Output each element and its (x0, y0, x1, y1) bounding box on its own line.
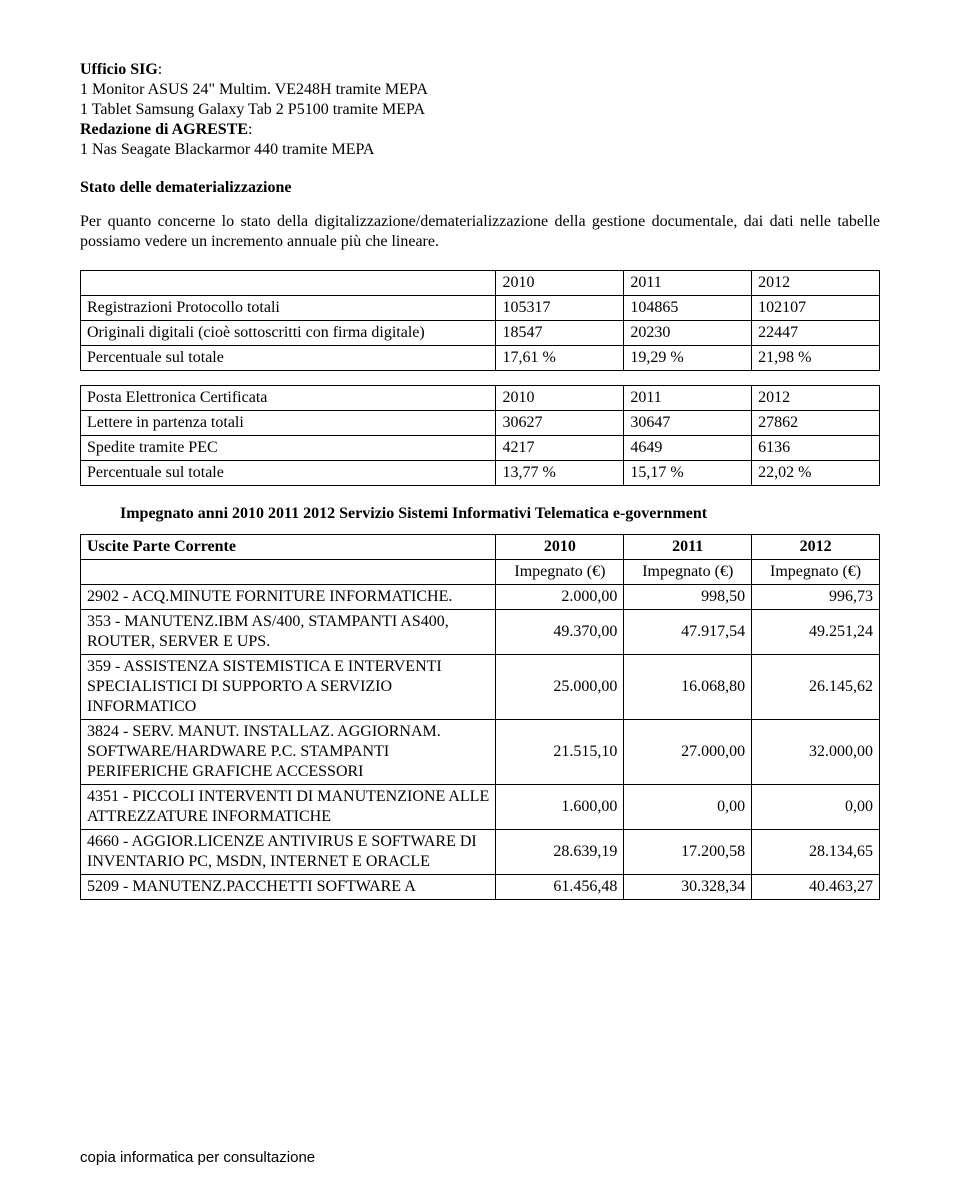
table-cell: 2902 - ACQ.MINUTE FORNITURE INFORMATICHE… (81, 585, 496, 610)
table-uscite: Uscite Parte Corrente 2010 2011 2012 Imp… (80, 534, 880, 900)
table-cell: 32.000,00 (752, 720, 880, 785)
table-cell: 105317 (496, 296, 624, 321)
table-header: Uscite Parte Corrente (81, 535, 496, 560)
intro-line1: Ufficio SIG: (80, 60, 880, 80)
table-protocollo: 2010 2011 2012 Registrazioni Protocollo … (80, 270, 880, 371)
table-cell: 26.145,62 (752, 655, 880, 720)
table-cell: 2012 (752, 386, 880, 411)
table-cell: 4217 (496, 436, 624, 461)
intro-line5: 1 Nas Seagate Blackarmor 440 tramite MEP… (80, 140, 880, 160)
table-cell (81, 271, 496, 296)
table-cell: 2.000,00 (496, 585, 624, 610)
table-cell: 2010 (496, 386, 624, 411)
table-pec: Posta Elettronica Certificata 2010 2011 … (80, 385, 880, 486)
table-cell: 16.068,80 (624, 655, 752, 720)
table-cell: 4351 - PICCOLI INTERVENTI DI MANUTENZION… (81, 785, 496, 830)
table-cell: 17,61 % (496, 346, 624, 371)
table-cell: 25.000,00 (496, 655, 624, 720)
table-cell: 104865 (624, 296, 752, 321)
table-cell: Registrazioni Protocollo totali (81, 296, 496, 321)
table-row: 3824 - SERV. MANUT. INSTALLAZ. AGGIORNAM… (81, 720, 880, 785)
table-cell: 102107 (752, 296, 880, 321)
table-cell: 15,17 % (624, 461, 752, 486)
stato-para: Per quanto concerne lo stato della digit… (80, 212, 880, 252)
intro-line4: Redazione di AGRESTE: (80, 120, 880, 140)
table-cell: 30.328,34 (624, 875, 752, 900)
table-cell: 2011 (624, 271, 752, 296)
table-row: Registrazioni Protocollo totali 105317 1… (81, 296, 880, 321)
table-row: 4660 - AGGIOR.LICENZE ANTIVIRUS E SOFTWA… (81, 830, 880, 875)
table-cell: Spedite tramite PEC (81, 436, 496, 461)
table-cell: 21.515,10 (496, 720, 624, 785)
intro-line2: 1 Monitor ASUS 24" Multim. VE248H tramit… (80, 80, 880, 100)
stato-title: Stato delle dematerializzazione (80, 178, 880, 198)
table-cell: 22,02 % (752, 461, 880, 486)
table-row: 4351 - PICCOLI INTERVENTI DI MANUTENZION… (81, 785, 880, 830)
table-row: 359 - ASSISTENZA SISTEMISTICA E INTERVEN… (81, 655, 880, 720)
intro-line3: 1 Tablet Samsung Galaxy Tab 2 P5100 tram… (80, 100, 880, 120)
table-row: 353 - MANUTENZ.IBM AS/400, STAMPANTI AS4… (81, 610, 880, 655)
table-cell: 30647 (624, 411, 752, 436)
table-row: Spedite tramite PEC 4217 4649 6136 (81, 436, 880, 461)
impegnato-title: Impegnato anni 2010 2011 2012 Servizio S… (80, 504, 880, 524)
table-row: Posta Elettronica Certificata 2010 2011 … (81, 386, 880, 411)
table-cell: 28.134,65 (752, 830, 880, 875)
table-cell: 61.456,48 (496, 875, 624, 900)
table-row: Percentuale sul totale 13,77 % 15,17 % 2… (81, 461, 880, 486)
table-cell: Percentuale sul totale (81, 461, 496, 486)
table-cell: 17.200,58 (624, 830, 752, 875)
table-cell: 49.370,00 (496, 610, 624, 655)
table-header: 2011 (624, 535, 752, 560)
table-cell: 40.463,27 (752, 875, 880, 900)
table-cell: 2012 (752, 271, 880, 296)
footer-text: copia informatica per consultazione (80, 1149, 315, 1168)
table-cell: 19,29 % (624, 346, 752, 371)
table-cell: 1.600,00 (496, 785, 624, 830)
table-cell: Impegnato (€) (624, 560, 752, 585)
table-cell: Posta Elettronica Certificata (81, 386, 496, 411)
table-row: Lettere in partenza totali 30627 30647 2… (81, 411, 880, 436)
table-cell: 6136 (752, 436, 880, 461)
table-cell: 22447 (752, 321, 880, 346)
table-cell: Percentuale sul totale (81, 346, 496, 371)
intro-section: Ufficio SIG: 1 Monitor ASUS 24" Multim. … (80, 60, 880, 160)
table-cell: 998,50 (624, 585, 752, 610)
table-cell: 996,73 (752, 585, 880, 610)
table-row: 5209 - MANUTENZ.PACCHETTI SOFTWARE A 61.… (81, 875, 880, 900)
table-cell: 4649 (624, 436, 752, 461)
table-cell: Originali digitali (cioè sottoscritti co… (81, 321, 496, 346)
stato-section: Stato delle dematerializzazione Per quan… (80, 178, 880, 252)
table-cell: 0,00 (752, 785, 880, 830)
table-cell: 3824 - SERV. MANUT. INSTALLAZ. AGGIORNAM… (81, 720, 496, 785)
table-row: 2902 - ACQ.MINUTE FORNITURE INFORMATICHE… (81, 585, 880, 610)
table-cell: 28.639,19 (496, 830, 624, 875)
table-cell: 2010 (496, 271, 624, 296)
table-cell: 47.917,54 (624, 610, 752, 655)
table-row: Uscite Parte Corrente 2010 2011 2012 (81, 535, 880, 560)
table-cell: Impegnato (€) (496, 560, 624, 585)
table-header: 2010 (496, 535, 624, 560)
table-header: 2012 (752, 535, 880, 560)
table-cell: 27862 (752, 411, 880, 436)
table-cell (81, 560, 496, 585)
table-cell: 21,98 % (752, 346, 880, 371)
table-cell: 0,00 (624, 785, 752, 830)
table-cell: 30627 (496, 411, 624, 436)
table-row: Originali digitali (cioè sottoscritti co… (81, 321, 880, 346)
table-row: Impegnato (€) Impegnato (€) Impegnato (€… (81, 560, 880, 585)
table-cell: 2011 (624, 386, 752, 411)
table-cell: 13,77 % (496, 461, 624, 486)
table-cell: Impegnato (€) (752, 560, 880, 585)
table-cell: 18547 (496, 321, 624, 346)
table-cell: 353 - MANUTENZ.IBM AS/400, STAMPANTI AS4… (81, 610, 496, 655)
table-cell: 49.251,24 (752, 610, 880, 655)
table-cell: 27.000,00 (624, 720, 752, 785)
table-row: 2010 2011 2012 (81, 271, 880, 296)
table-cell: 4660 - AGGIOR.LICENZE ANTIVIRUS E SOFTWA… (81, 830, 496, 875)
table-cell: 359 - ASSISTENZA SISTEMISTICA E INTERVEN… (81, 655, 496, 720)
table-cell: 5209 - MANUTENZ.PACCHETTI SOFTWARE A (81, 875, 496, 900)
table-cell: 20230 (624, 321, 752, 346)
table-cell: Lettere in partenza totali (81, 411, 496, 436)
table-row: Percentuale sul totale 17,61 % 19,29 % 2… (81, 346, 880, 371)
